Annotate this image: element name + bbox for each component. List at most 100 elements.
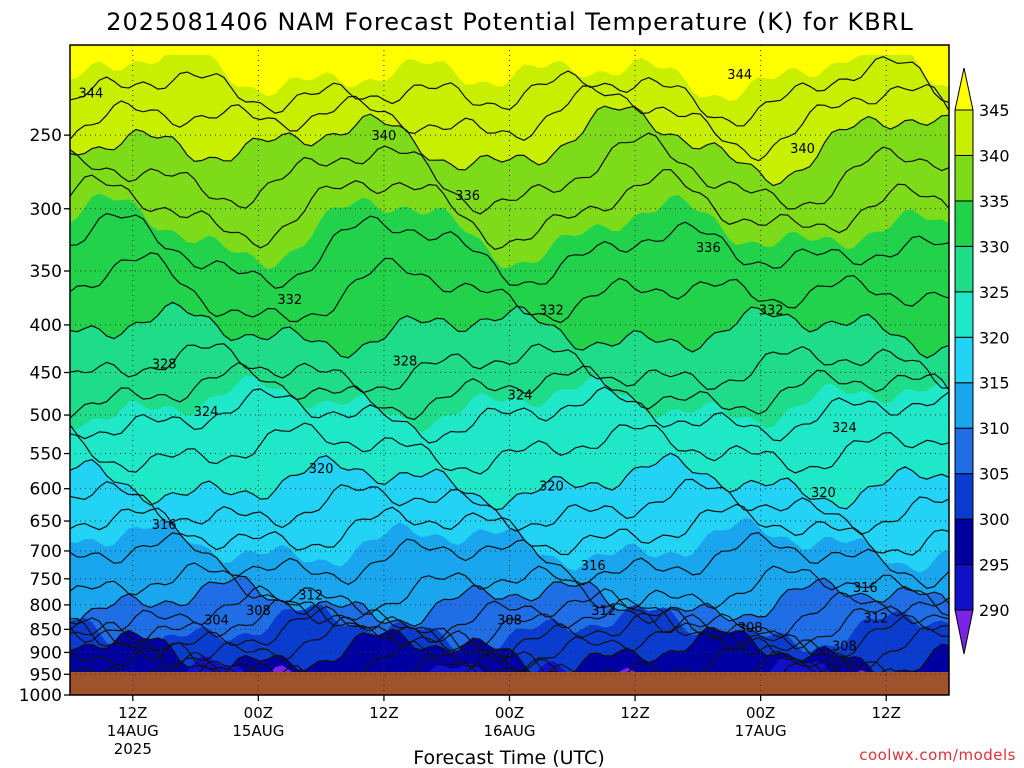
contour-label: 304 — [204, 614, 229, 629]
contour-314 — [70, 532, 949, 589]
colorbar-label: 305 — [979, 465, 1010, 484]
contour-label: 332 — [539, 304, 564, 319]
colorbar-label: 335 — [979, 192, 1010, 211]
y-tick-label: 400 — [30, 316, 62, 336]
contour-label: 344 — [727, 68, 752, 83]
contour-330 — [70, 301, 949, 359]
contour-label: 328 — [392, 355, 417, 370]
colorbar-segment — [954, 336, 974, 384]
contour-340 — [70, 105, 949, 187]
colorbar-label: 320 — [979, 328, 1010, 347]
contour-label: 336 — [455, 189, 480, 204]
contour-322 — [70, 422, 949, 475]
colorbar: 290 295 300 305 310 315 320 325 330 335 340 345 — [954, 67, 1010, 655]
contour-304 — [70, 605, 949, 662]
colorbar-segment — [954, 245, 974, 293]
terrain — [70, 672, 949, 695]
contour-306 — [70, 597, 949, 652]
contour-label: 340 — [790, 142, 815, 157]
contour-298 — [70, 636, 949, 694]
colorbar-segment — [954, 518, 974, 566]
contour-label: 324 — [832, 421, 857, 436]
colorbar-label: 300 — [979, 510, 1010, 529]
contour-label: 324 — [508, 388, 533, 403]
contour-334 — [70, 212, 949, 289]
x-tick-label: 17AUG — [735, 722, 787, 740]
x-axis-label: Forecast Time (UTC) — [413, 747, 604, 768]
x-tick-label: 15AUG — [232, 722, 284, 740]
colorbar-segment — [954, 291, 974, 338]
y-tick-label: 650 — [30, 512, 62, 532]
x-tick-label: 00Z — [244, 704, 273, 722]
contour-label: 316 — [152, 518, 177, 533]
contour-318 — [70, 478, 949, 535]
y-tick-label: 950 — [30, 665, 62, 685]
x-tick-label: 00Z — [746, 704, 775, 722]
x-tick-label: 12Z — [620, 704, 649, 722]
y-tick-label: 800 — [30, 596, 62, 616]
contour-344 — [70, 56, 949, 127]
colorbar-segment — [954, 109, 974, 156]
x-tick-label: 00Z — [495, 704, 524, 722]
contour-label: 312 — [591, 604, 616, 619]
x-tick-label: 12Z — [118, 704, 147, 722]
contour-label: 308 — [738, 621, 763, 636]
contour-332 — [70, 252, 949, 324]
colorbar-label: 315 — [979, 374, 1010, 393]
contour-label: 332 — [759, 304, 784, 319]
contour-label: 312 — [298, 589, 323, 604]
colorbar-segment — [954, 200, 974, 247]
contour-labels: 344 344 340 340 336 336 332 332 332 328 328 324 324 3… — [79, 68, 889, 655]
y-tick-label: 550 — [30, 445, 62, 465]
x-tick-label: 2025 — [114, 740, 152, 758]
plot-area — [70, 45, 949, 695]
colorbar-segment — [954, 427, 974, 475]
contour-336 — [70, 168, 949, 251]
contour-328 — [70, 343, 949, 394]
contour-label: 344 — [79, 87, 104, 102]
colorbar-segment — [954, 382, 974, 429]
contour-label: 320 — [539, 479, 564, 494]
contour-label: 324 — [194, 405, 219, 420]
credit-text: coolwx.com/models — [859, 746, 1016, 764]
y-tick-label: 1000 — [19, 686, 62, 706]
colorbar-segment — [954, 564, 974, 611]
y-tick-label: 750 — [30, 570, 62, 590]
colorbar-arrow-top — [954, 67, 974, 111]
y-tick-label: 500 — [30, 406, 62, 426]
y-tick-label: 900 — [30, 643, 62, 663]
y-tick-label: 600 — [30, 480, 62, 500]
contour-label: 308 — [497, 614, 522, 629]
colorbar-label: 340 — [979, 146, 1010, 165]
contour-label: 316 — [581, 559, 606, 574]
contour-296 — [70, 650, 949, 695]
contour-label: 308 — [832, 640, 857, 655]
contour-label: 320 — [811, 486, 836, 501]
y-tick-label: 850 — [30, 620, 62, 640]
colorbar-segment — [954, 154, 974, 202]
contour-label: 340 — [372, 129, 397, 144]
y-tick-label: 350 — [30, 262, 62, 282]
contour-302 — [70, 613, 949, 673]
grid-lines — [70, 45, 949, 696]
x-tick-label: 14AUG — [107, 722, 159, 740]
colorbar-label: 290 — [979, 601, 1010, 620]
colorbar-label: 330 — [979, 237, 1010, 256]
colorbar-label: 345 — [979, 101, 1010, 120]
contour-320 — [70, 452, 949, 511]
colorbar-label: 295 — [979, 556, 1010, 575]
y-tick-label: 700 — [30, 542, 62, 562]
contour-label: 328 — [152, 357, 177, 372]
x-tick-label: 12Z — [872, 704, 901, 722]
contour-label: 332 — [277, 293, 302, 308]
contour-label: 336 — [696, 241, 721, 256]
colorbar-segment — [954, 473, 974, 520]
contour-324 — [70, 386, 949, 444]
x-tick-label: 16AUG — [484, 722, 536, 740]
colorbar-arrow-bottom — [954, 609, 974, 655]
chart-title: 2025081406 NAM Forecast Potential Temper… — [106, 8, 914, 36]
contour-312 — [70, 562, 949, 617]
contour-label: 308 — [246, 604, 271, 619]
contour-label: 320 — [309, 462, 334, 477]
